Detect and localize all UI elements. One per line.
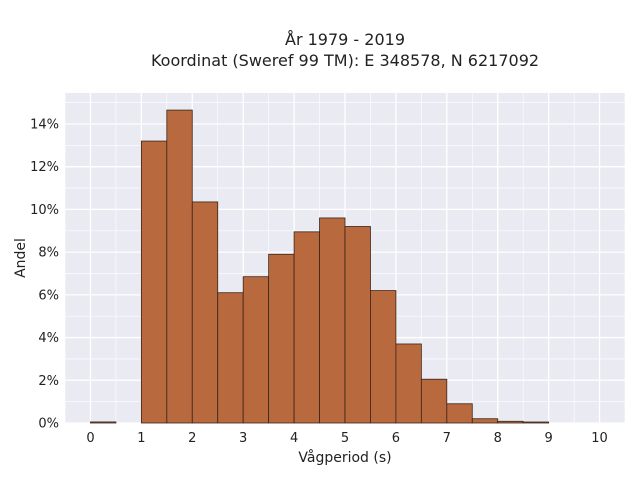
chart-title-line-1: År 1979 - 2019 bbox=[285, 30, 405, 49]
histogram-bar bbox=[140, 140, 168, 424]
histogram-bar bbox=[420, 378, 448, 424]
histogram-bar bbox=[268, 253, 295, 424]
x-tick-label: 3 bbox=[239, 431, 247, 446]
histogram-bar bbox=[319, 217, 346, 424]
x-tick-label: 0 bbox=[86, 431, 94, 446]
x-tick-label: 1 bbox=[137, 431, 145, 446]
y-tick-label: 0% bbox=[38, 417, 59, 432]
x-tick-label: 4 bbox=[290, 431, 298, 446]
y-axis-ticks: 0% 2% 4% 6% 8% 10% 12% 14% bbox=[30, 117, 59, 431]
y-tick-label: 2% bbox=[38, 374, 59, 389]
y-tick-label: 10% bbox=[30, 203, 59, 218]
x-axis-ticks: 0 1 2 3 4 5 6 7 8 9 10 bbox=[86, 431, 608, 446]
y-tick-label: 4% bbox=[38, 331, 59, 346]
x-tick-label: 6 bbox=[392, 431, 400, 446]
y-tick-label: 12% bbox=[30, 160, 59, 175]
histogram-bar bbox=[217, 292, 244, 424]
histogram-bar bbox=[242, 276, 270, 424]
histogram-bar bbox=[522, 421, 550, 424]
y-axis-label: Andel bbox=[13, 238, 29, 278]
histogram-bar bbox=[166, 109, 193, 424]
x-tick-label: 5 bbox=[341, 431, 349, 446]
histogram-bar bbox=[344, 226, 371, 424]
x-tick-label: 9 bbox=[544, 431, 552, 446]
histogram-bar bbox=[446, 403, 473, 424]
histogram-bar bbox=[395, 343, 422, 424]
x-tick-label: 10 bbox=[591, 431, 608, 446]
histogram-bar bbox=[471, 418, 499, 424]
histogram-bar bbox=[370, 290, 397, 424]
histogram-bar bbox=[90, 421, 117, 424]
x-tick-label: 8 bbox=[494, 431, 502, 446]
y-tick-label: 14% bbox=[30, 117, 59, 132]
y-tick-label: 6% bbox=[38, 288, 59, 303]
chart-title-line-2: Koordinat (Sweref 99 TM): E 348578, N 62… bbox=[151, 51, 539, 70]
histogram-bars bbox=[90, 109, 550, 424]
histogram-bar bbox=[497, 420, 524, 424]
histogram-bar bbox=[191, 201, 219, 424]
y-tick-label: 8% bbox=[38, 246, 59, 261]
x-tick-label: 2 bbox=[188, 431, 196, 446]
x-tick-label: 7 bbox=[443, 431, 451, 446]
x-axis-label: Vågperiod (s) bbox=[298, 449, 391, 466]
histogram-bar bbox=[293, 231, 320, 424]
